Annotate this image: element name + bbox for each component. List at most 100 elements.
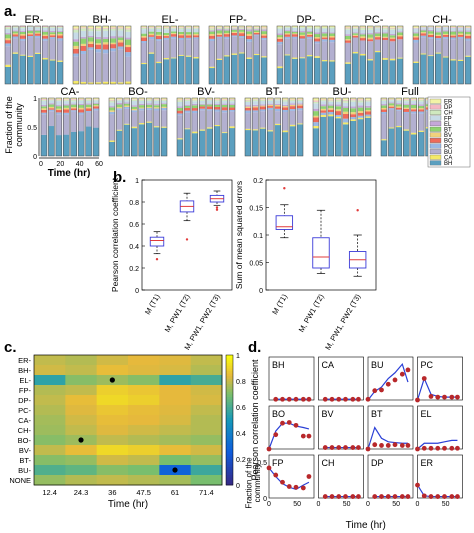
legend-swatch-BH [429, 160, 442, 166]
bar-seg-BO [335, 111, 342, 115]
bar-outline [449, 25, 457, 85]
bar-seg-CH [63, 99, 70, 102]
bar-seg-CH [116, 99, 123, 101]
bar-seg-CH [313, 101, 319, 104]
bar-seg-BV [73, 45, 79, 49]
obs-point-CH [322, 494, 328, 499]
bar-seg-BT [170, 31, 177, 34]
colorbar-seg [226, 409, 233, 413]
bar-seg-CH [34, 26, 41, 28]
bar-seg-EL [34, 29, 41, 31]
bar-seg-ER [381, 98, 387, 99]
bar-seg-BT [109, 107, 115, 111]
obs-point-EL [428, 445, 434, 451]
legend-label-EL: EL [444, 122, 452, 128]
bar-seg-BT [27, 30, 34, 34]
bar-seg-EL [177, 106, 183, 108]
group-title-CA-: CA- [61, 86, 80, 98]
bar-seg-CA [178, 54, 185, 56]
bar-seg-BU [19, 40, 26, 55]
marker-dot [172, 467, 178, 473]
bar-seg-BH [63, 134, 70, 156]
bar-seg-DP [57, 26, 63, 27]
bar-seg-CH [85, 99, 92, 101]
bar-seg-FP [306, 28, 313, 31]
bar-seg-BO [78, 109, 85, 113]
bar-seg-BV [253, 32, 260, 33]
bar-outline [208, 25, 216, 85]
group-title-BV-: BV- [197, 86, 215, 98]
bar-seg-PC [131, 110, 138, 113]
bar-outline [192, 25, 200, 85]
bar-outline [41, 25, 49, 85]
colorbar-tick: 1 [236, 353, 240, 360]
bar-seg-ER [223, 26, 230, 28]
bar-seg-DP [80, 27, 87, 29]
bar-outline [367, 25, 374, 85]
bar-seg-PC [277, 41, 283, 45]
bar-seg-FP [148, 28, 155, 32]
bar-seg-FP [410, 100, 417, 104]
bar-outline [170, 25, 177, 85]
bar-outline [70, 97, 77, 157]
box [312, 237, 330, 269]
bar-seg-PC [442, 36, 449, 39]
bar-seg-BT [161, 104, 167, 107]
bar-seg-CH [359, 28, 366, 30]
bar-seg-BH [352, 53, 359, 84]
bar-outline [138, 97, 145, 157]
bar-seg-BH [435, 53, 442, 84]
bar-seg-BV [465, 34, 471, 36]
bar-seg-CH [163, 27, 170, 30]
bar-seg-BT [87, 37, 94, 42]
bar-seg-DP [382, 27, 389, 28]
bar-seg-BV [49, 34, 56, 36]
bar-seg-BT [306, 31, 313, 34]
panel-label-b: b. [113, 169, 126, 186]
bar-seg-BV [342, 111, 349, 115]
ytick-label: 0.5 [27, 125, 37, 132]
bar-outline [221, 97, 228, 157]
bar-seg-BH [184, 129, 191, 156]
heatmap-cell [128, 405, 160, 416]
bar-seg-CA [403, 129, 410, 131]
bar-seg-BT [55, 106, 62, 109]
bar-outline [163, 25, 170, 85]
bar-seg-DP [131, 99, 138, 100]
bar-outline [276, 25, 284, 85]
bar-outline [374, 25, 381, 85]
bar-seg-CH [221, 100, 228, 102]
bar-seg-BT [155, 31, 162, 35]
bar-seg-CA [170, 57, 177, 59]
obs-point-BO [273, 432, 279, 438]
heatmap-cell [128, 465, 160, 476]
bar-seg-BH [153, 127, 160, 156]
bar-seg-BV [381, 107, 387, 110]
row-label: FP- [19, 386, 32, 395]
bar-seg-BH [177, 139, 183, 156]
obs-point-BO [266, 446, 272, 452]
colorbar-seg [226, 430, 233, 434]
bar-seg-BV [178, 33, 185, 36]
bar-seg-ER [313, 98, 319, 101]
bar-seg-EL [413, 32, 419, 34]
bar-seg-BH [78, 131, 85, 156]
bar-seg-CA [214, 124, 221, 127]
bar-seg-BV [395, 106, 402, 108]
bar-seg-DP [214, 99, 221, 101]
bar-seg-BO [85, 108, 92, 112]
bar-seg-BU [329, 42, 335, 61]
bar-seg-BU [291, 38, 298, 58]
bar-seg-BT [231, 29, 238, 32]
bar-seg-BT [410, 104, 417, 109]
bar-seg-DP [245, 99, 251, 101]
bar-seg-DP [70, 99, 77, 100]
bar-seg-BO [388, 106, 395, 109]
bar-seg-BU [155, 40, 162, 62]
heatmap-cell [65, 375, 98, 386]
bar-seg-BO [229, 107, 235, 110]
bar-seg-CH [357, 100, 364, 103]
bar-seg-CA [335, 116, 342, 119]
bar-seg-CH [342, 100, 349, 103]
bar-seg-BT [209, 31, 215, 35]
